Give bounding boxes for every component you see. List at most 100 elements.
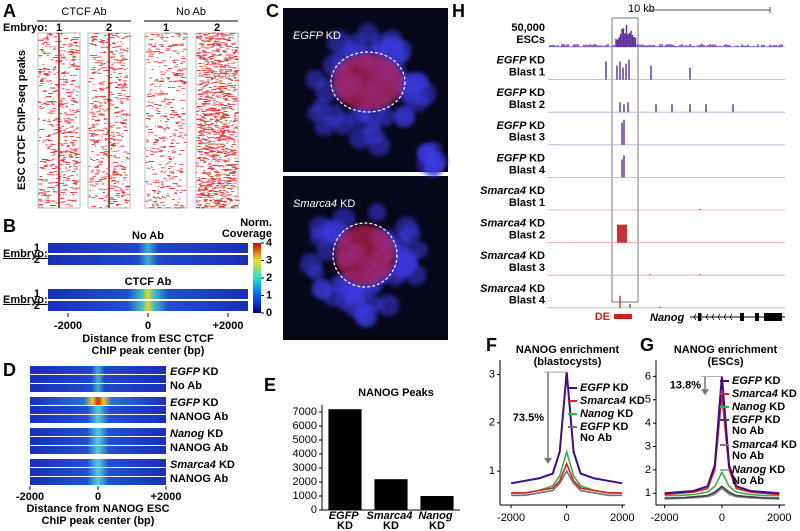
track-label: EGFP KD: [497, 55, 546, 67]
y-tick-label: 3: [489, 368, 495, 380]
legend-label: EGFP KD: [580, 382, 629, 394]
text-part: EGFP: [497, 152, 530, 164]
outline: [330, 51, 406, 113]
cell-nucleus: [399, 224, 421, 245]
y-tick-label: 1000: [293, 490, 317, 502]
heatmap-row: [30, 477, 166, 485]
row-group-label: Smarca4 KD: [170, 459, 235, 471]
y-tick-label: 6000: [293, 420, 317, 432]
heatmap-title: No Ab: [132, 230, 164, 242]
text-part: EGFP: [580, 382, 613, 394]
track-label: EGFP KD: [497, 152, 546, 164]
x-axis-label: Distance from ESC CTCF: [82, 333, 214, 345]
colorbar-tick-label: 4: [266, 237, 273, 249]
x-tick-label: -2000: [16, 491, 44, 503]
x-axis-label: ChIP peak center (bp): [92, 345, 205, 357]
cell-nucleus: [406, 89, 429, 113]
legend-label: EGFP KD No Ab: [732, 414, 784, 437]
text-part: KD: [429, 520, 445, 531]
track-signal: [619, 295, 661, 308]
nanog-signal: [333, 54, 403, 110]
legend-label: EGFP KD: [732, 375, 781, 387]
row-label: 1: [34, 242, 40, 254]
y-tick-label: 1: [489, 465, 495, 477]
text-part: Smarca4: [170, 459, 219, 471]
cell-nucleus: [315, 78, 339, 102]
text-part: KD: [765, 375, 781, 387]
text-part: No: [732, 425, 749, 437]
text-part: Smarca4: [480, 283, 529, 295]
text-part: KD: [203, 397, 219, 409]
track-label: Smarca4 KD: [480, 185, 545, 197]
text-part: No: [580, 432, 597, 444]
text-part: KD: [613, 421, 632, 433]
embryo-number: 1: [56, 22, 62, 34]
x-tick-label: EGFP KD: [329, 510, 362, 531]
text-part: Smarca4: [480, 218, 529, 230]
heatmap-row: [30, 397, 166, 405]
track-label: Blast 3: [509, 262, 545, 274]
y-tick-label: 5: [645, 394, 651, 406]
heatmap-row: [30, 415, 166, 423]
series-line: [664, 470, 780, 497]
y-tick-label: 4: [645, 417, 651, 429]
series-line: [664, 395, 780, 496]
track-label: Smarca4 KD: [480, 250, 545, 262]
x-axis-label: ChIP peak center (bp): [42, 515, 155, 527]
cell-nucleus: [363, 123, 384, 145]
text-part: Smarca4: [732, 439, 781, 451]
text-part: KD: [765, 414, 784, 426]
colorbar-tick-label: 2: [266, 272, 272, 284]
track-signal: [621, 119, 625, 145]
text-part: KD: [529, 152, 545, 164]
embryo-label: Embryo:: [3, 248, 48, 260]
colorbar-title: Coverage: [222, 228, 272, 240]
text-part: EGFP: [170, 397, 203, 409]
row-group-label: No Ab: [170, 380, 202, 392]
heatmap-row: [30, 446, 166, 454]
text-part: KD: [207, 428, 223, 440]
chart-title: (ESCs): [707, 356, 743, 368]
x-tick-label: Smarca4 KD: [367, 510, 416, 531]
y-tick-label: 2: [489, 417, 495, 429]
x-tick-label: -2000: [651, 512, 679, 524]
heatmap-row: [30, 468, 166, 476]
text-part: KD: [326, 30, 341, 42]
annotation: 13.8%: [670, 380, 701, 392]
y-tick-label: 1: [645, 487, 651, 499]
text-part: KD: [781, 439, 800, 451]
x-tick-label: 0: [95, 491, 101, 503]
text-part: EGFP: [170, 366, 203, 378]
row-group-label: NANOG Ab: [170, 411, 229, 423]
cell-nucleus: [410, 241, 428, 259]
x-tick-label: +2000: [151, 491, 182, 503]
region-bar: [614, 314, 632, 319]
text-part: KD: [383, 520, 399, 531]
text-part: EGFP: [732, 414, 765, 426]
text-part: EGFP: [497, 120, 530, 132]
exon: [755, 313, 759, 321]
y-tick-label: 2000: [293, 476, 317, 488]
panel-letter: C: [266, 1, 279, 21]
text-part: Nanog: [732, 464, 769, 476]
heatmap-row: [30, 437, 166, 445]
row-label: 2: [34, 254, 40, 266]
chart-title: (blastocysts): [534, 356, 602, 368]
colorbar-title: Norm.: [240, 217, 272, 229]
row-group-label: Nanog KD: [170, 428, 223, 440]
y-tick-label: 4000: [293, 448, 317, 460]
track-label: Blast 2: [509, 230, 545, 242]
nanog-signal: [335, 225, 395, 285]
highlight-box: [611, 17, 639, 303]
text-part: Nanog: [732, 401, 769, 413]
heatmap-row: [30, 375, 166, 383]
row-label: 2: [34, 300, 40, 312]
text-part: KD: [529, 185, 545, 197]
track-label: Blast 3: [509, 132, 545, 144]
legend-label: Smarca4 KD: [732, 388, 797, 400]
heatmap-row: [30, 366, 166, 374]
text-part: EGFP: [329, 510, 362, 522]
track-label: Blast 1: [509, 197, 545, 209]
region-label: DE: [595, 311, 610, 323]
